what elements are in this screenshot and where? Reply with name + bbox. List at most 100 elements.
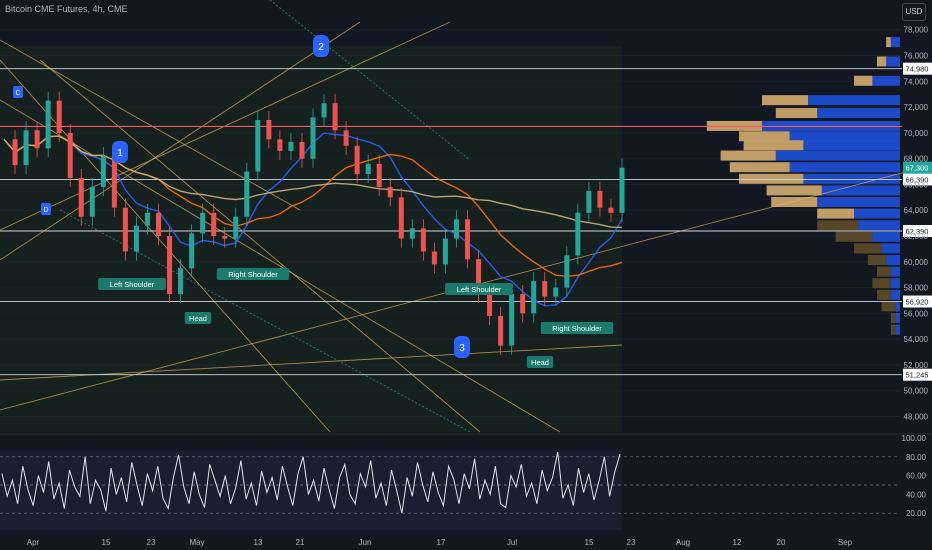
candle-body[interactable] (211, 212, 217, 237)
candle-body[interactable] (409, 228, 415, 239)
volume-bar-up (835, 231, 873, 242)
candle-body[interactable] (23, 130, 29, 166)
volume-bar-up (854, 243, 882, 254)
candle-body[interactable] (277, 139, 283, 151)
wave-label-bg (454, 336, 470, 358)
candle-body[interactable] (420, 228, 426, 252)
candle-body[interactable] (343, 130, 349, 146)
volume-bar-down (854, 208, 900, 219)
volume-bar-down (895, 324, 900, 335)
candle-body[interactable] (222, 236, 228, 239)
candle-body[interactable] (178, 268, 184, 295)
candle-body[interactable] (310, 117, 316, 159)
candle-body[interactable] (244, 171, 250, 217)
time-tick-label: Jun (359, 538, 372, 547)
volume-bar-down (803, 173, 900, 184)
wave-label-bg (112, 141, 128, 163)
price-tick-label: 66,000 (904, 180, 929, 189)
candle-body[interactable] (365, 163, 371, 175)
pattern-label: Head (189, 314, 207, 323)
time-tick-label: 23 (627, 538, 636, 547)
candle-body[interactable] (12, 139, 18, 166)
candle-body[interactable] (354, 145, 360, 175)
candle-body[interactable] (100, 156, 106, 188)
time-tick-label: Sep (838, 538, 853, 547)
candle-body[interactable] (200, 212, 206, 234)
candle-body[interactable] (520, 294, 526, 314)
time-tick-label: 20 (777, 538, 786, 547)
candle-body[interactable] (542, 281, 548, 297)
candle-body[interactable] (45, 100, 51, 149)
candle-body[interactable] (509, 294, 515, 346)
candle-body[interactable] (608, 207, 614, 213)
volume-bar-up (762, 95, 808, 106)
price-tick-label: 74,000 (904, 77, 929, 86)
candle-body[interactable] (233, 216, 239, 239)
volume-bar-up (881, 301, 896, 312)
candle-body[interactable] (34, 130, 40, 149)
rsi-tick-label: 40.00 (906, 490, 927, 499)
candle-body[interactable] (156, 212, 161, 237)
candle-body[interactable] (255, 119, 261, 172)
candle-body[interactable] (299, 141, 305, 159)
candle-body[interactable] (133, 225, 139, 252)
level-tag-label: 51,245 (906, 371, 929, 380)
pattern-label-bg (526, 356, 554, 368)
candle-body[interactable] (487, 294, 493, 316)
volume-bar-up (729, 162, 790, 173)
candle-body[interactable] (476, 259, 482, 295)
candle-body[interactable] (531, 281, 537, 314)
candle-body[interactable] (67, 132, 73, 179)
trendline (0, 59, 331, 433)
candle-body[interactable] (111, 156, 117, 208)
volume-bar-down (789, 131, 900, 142)
candle-body[interactable] (597, 190, 603, 208)
pattern-label: Left Shoulder (457, 285, 502, 294)
volume-bar-up (877, 56, 887, 67)
candle-body[interactable] (56, 100, 62, 133)
candle-body[interactable] (564, 255, 570, 288)
candle-body[interactable] (376, 163, 382, 188)
candle-body[interactable] (167, 236, 173, 295)
marker-label: D (43, 207, 48, 214)
volume-bar-down (872, 75, 900, 86)
candle-body[interactable] (189, 233, 195, 269)
volume-bar-up (775, 108, 818, 119)
volume-bar-down (895, 301, 900, 312)
level-tag-label: 66,390 (906, 175, 929, 184)
candle-body[interactable] (553, 287, 559, 297)
price-tick-label: 72,000 (904, 103, 929, 112)
candle-body[interactable] (498, 315, 504, 346)
level-tag-label: 74,980 (906, 65, 929, 74)
candle-body[interactable] (619, 167, 625, 213)
candle-body[interactable] (387, 187, 393, 198)
candle-body[interactable] (321, 103, 327, 118)
candle-body[interactable] (465, 219, 470, 260)
currency-button[interactable]: USD (902, 3, 926, 21)
rsi-tick-label: 60.00 (906, 472, 927, 481)
candle-body[interactable] (78, 178, 84, 217)
candle-body[interactable] (398, 197, 404, 239)
pattern-label-bg (184, 312, 212, 324)
forecast-zone-bg (0, 46, 622, 432)
price-series (12, 91, 625, 355)
candle-body[interactable] (89, 187, 95, 217)
volume-bar-down (890, 278, 900, 289)
candle-body[interactable] (332, 103, 338, 131)
candle-body[interactable] (122, 207, 128, 252)
volume-bar-down (886, 255, 900, 266)
candle-body[interactable] (144, 212, 150, 226)
volume-bar-down (821, 185, 900, 196)
candle-body[interactable] (288, 141, 294, 151)
candle-body[interactable] (442, 238, 448, 265)
candle-body[interactable] (586, 190, 592, 213)
volume-bar-up (771, 197, 818, 208)
rsi-line[interactable] (1, 451, 621, 514)
volume-bar-down (858, 220, 900, 231)
level-tag-bg (903, 368, 932, 381)
candle-body[interactable] (431, 251, 437, 265)
candle-body[interactable] (575, 212, 581, 256)
candle-body[interactable] (266, 119, 272, 140)
candle-body[interactable] (453, 219, 459, 239)
